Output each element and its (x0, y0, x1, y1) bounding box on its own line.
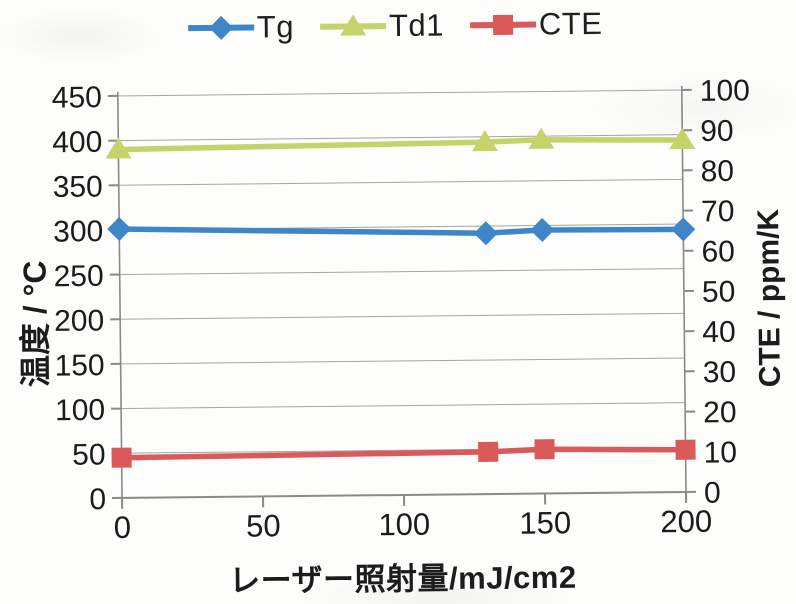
y-tick-label-left: 50 (72, 438, 106, 471)
legend-item-Tg: Tg (187, 9, 295, 46)
legend-label: Tg (256, 9, 295, 45)
y-tick-label-left: 400 (52, 126, 102, 160)
gridline (120, 312, 685, 320)
y-tick-label-left: 0 (89, 483, 106, 516)
legend-item-Td1: Td1 (319, 7, 445, 45)
marker-Tg (671, 217, 696, 242)
y-tick-label-left: 250 (53, 260, 103, 294)
y-tick-label-right: 0 (704, 477, 721, 510)
gridline (118, 178, 683, 186)
gridline (118, 134, 683, 142)
marker-Td1 (528, 127, 555, 149)
gridline (117, 89, 682, 97)
y-tick-label-left: 350 (53, 170, 103, 204)
gridline (119, 268, 684, 276)
legend-label: Td1 (388, 7, 445, 44)
legend-marker (208, 15, 233, 40)
y-tick-label-right: 40 (702, 316, 736, 349)
y-axis-title-right: CTE / ppm/K (752, 208, 787, 388)
x-tick-label: 0 (114, 510, 132, 545)
marker-Td1 (669, 128, 696, 150)
y-tick-label-left: 150 (54, 349, 104, 383)
marker-Tg (530, 217, 555, 242)
marker-Tg (473, 221, 498, 246)
legend-marker (340, 14, 367, 36)
x-tick-label: 50 (246, 508, 281, 543)
y-tick-label-left: 200 (54, 304, 104, 338)
series-line-Tg (116, 226, 687, 236)
legend-triangle-icon (319, 14, 387, 36)
x-tick-label: 100 (378, 507, 430, 543)
series-line-CTE (118, 446, 689, 461)
y-tick-label-right: 20 (703, 396, 737, 429)
chart-legend: Tg Td1 CTE (0, 4, 793, 48)
y-axis-line-left (116, 91, 123, 508)
y-tick-label-right: 100 (700, 74, 750, 108)
legend-marker (492, 14, 514, 35)
y-tick-label-right: 30 (703, 356, 737, 389)
marker-CTE (534, 439, 555, 460)
y-axis-line-right (680, 86, 687, 503)
marker-Td1 (472, 130, 499, 152)
x-tick-label: 200 (660, 504, 712, 540)
x-axis-title: レーザー照射量/mJ/cm2 (228, 559, 577, 599)
marker-Td1 (105, 137, 132, 159)
y-tick-label-right: 50 (702, 275, 736, 308)
legend-item-CTE: CTE (469, 5, 603, 43)
marker-CTE (111, 447, 132, 468)
marker-CTE (478, 441, 499, 462)
gridline (121, 402, 686, 410)
legend-diamond-icon (187, 15, 254, 40)
y-axis-title-left: 温度 / °C (16, 260, 54, 388)
y-tick-label-left: 450 (52, 81, 102, 115)
y-tick-label-right: 90 (700, 115, 734, 148)
y-tick-label-right: 80 (700, 155, 734, 188)
y-tick-label-right: 10 (703, 436, 737, 469)
y-tick-label-left: 100 (55, 394, 105, 428)
gridline (120, 357, 685, 365)
x-tick-label: 150 (519, 505, 571, 541)
legend-square-icon (469, 14, 537, 35)
marker-Tg (107, 217, 132, 242)
series-line-Td1 (115, 136, 686, 153)
y-tick-label-left: 300 (53, 215, 103, 249)
y-tick-label-right: 60 (701, 235, 735, 268)
legend-label: CTE (538, 5, 603, 42)
y-tick-label-right: 70 (701, 195, 735, 228)
marker-CTE (675, 439, 696, 460)
